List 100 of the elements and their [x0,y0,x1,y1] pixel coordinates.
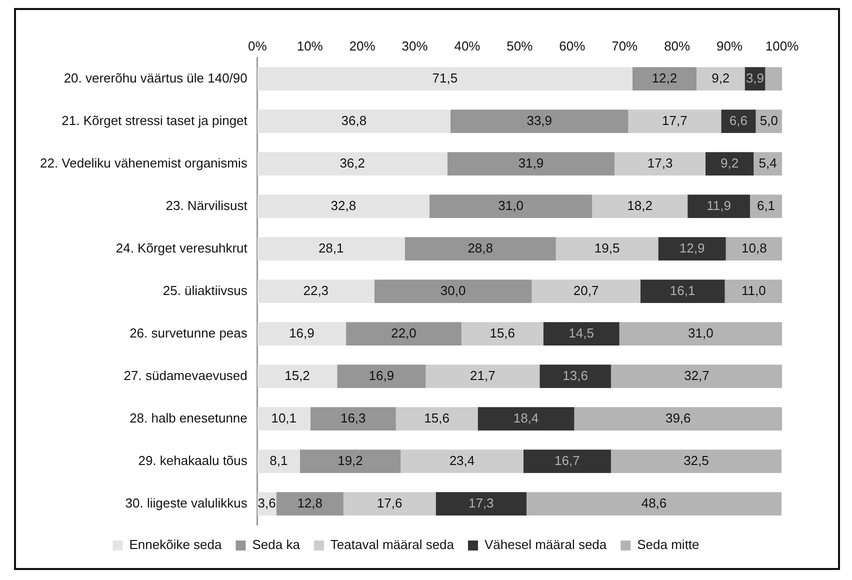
data-label: 28,8 [468,240,494,256]
bar [257,364,338,388]
data-label: 10,1 [271,410,297,426]
legend-label: Seda mitte [637,537,700,552]
bar [610,450,782,473]
data-label: 32,7 [684,368,710,383]
data-label: 48,6 [641,495,667,510]
bar [696,67,745,91]
data-label: 33,9 [526,112,552,128]
y-tick-label: 25. üliaktiivsus [162,282,248,298]
data-label: 22,3 [303,282,329,298]
x-tick-label: 30% [402,38,428,54]
data-label: 16,9 [368,368,394,383]
data-label: 6,6 [729,112,748,128]
y-tick-label: 23. Närvilisust [166,198,248,213]
data-label: 11,0 [742,282,766,298]
data-label: 12,9 [679,240,705,256]
bar [343,492,436,516]
data-label: 23,4 [449,452,475,468]
bar [257,67,632,91]
bar [658,237,726,260]
data-label: 17,3 [468,495,494,510]
bar [628,110,722,134]
data-label: 19,2 [338,452,363,468]
bar [619,322,782,346]
bar [478,407,574,430]
x-tick-label: 20% [349,38,376,54]
data-label: 31,0 [498,198,524,213]
data-label: 15,6 [424,410,450,426]
y-tick-label: 30. liigeste valulikkus [125,495,248,510]
bar [429,194,592,218]
bar [688,194,750,218]
y-tick-label: 26. survetunne peas [130,325,248,340]
data-label: 22,0 [391,325,416,340]
data-label: 16,3 [340,410,366,426]
legend-label: Seda ka [252,537,301,552]
data-label: 8,1 [270,452,288,468]
data-label: 31,9 [518,155,544,170]
legend-label: Ennekõike seda [129,537,223,552]
data-label: 31,0 [688,325,714,340]
bar [705,152,754,176]
data-label: 15,6 [490,325,516,340]
bar [447,152,615,176]
bar [765,67,782,91]
bar [724,280,782,303]
bar [346,322,462,346]
data-label: 71,5 [432,70,458,86]
data-label: 36,2 [340,155,365,170]
bar [404,237,556,260]
bar [300,450,401,473]
y-tick-label: 27. südamevaevused [124,368,248,383]
data-label: 32,8 [330,198,356,213]
data-label: 12,2 [652,70,678,86]
data-label: 3,9 [746,70,764,86]
x-tick-label: 50% [506,38,534,54]
bar [543,322,620,346]
data-label: 30,0 [440,282,466,298]
data-label: 19,5 [594,240,620,256]
bar [754,152,782,176]
bar [540,364,611,388]
bar [532,280,640,303]
bar [276,492,344,516]
bar [257,194,430,218]
x-tick-label: 70% [612,38,638,54]
x-tick-label: 40% [454,38,481,54]
data-label: 3,6 [258,495,276,510]
bar [592,194,688,218]
bar [461,322,544,346]
bar [523,450,611,473]
data-label: 14,5 [568,325,594,340]
data-label: 11,9 [706,198,731,213]
bar [614,152,706,176]
bar [257,280,374,303]
bar [726,237,782,260]
bar [640,280,725,303]
x-tick-label: 60% [559,38,586,54]
data-label: 17,6 [376,495,402,510]
bar [257,237,405,260]
bar [337,364,426,388]
data-label: 16,7 [554,452,580,468]
data-label: 10,8 [742,240,767,256]
data-label: 17,3 [647,155,673,170]
data-label: 32,5 [684,452,709,468]
bar [632,67,696,91]
x-tick-label: 80% [664,38,691,54]
data-label: 36,8 [341,112,367,128]
x-tick-label: 90% [716,38,743,54]
bar [610,364,782,388]
data-label: 12,8 [297,495,323,510]
data-label: 20,7 [573,282,599,298]
bar [526,492,782,516]
bar [721,110,756,134]
data-label: 6,1 [756,198,776,213]
bar [257,407,310,430]
bar [374,280,532,303]
legend-label: Teataval määral seda [330,537,455,552]
bar [396,407,478,430]
data-label: 28,1 [318,240,344,256]
data-label: 9,2 [712,70,730,86]
data-label: 5,0 [760,112,778,128]
